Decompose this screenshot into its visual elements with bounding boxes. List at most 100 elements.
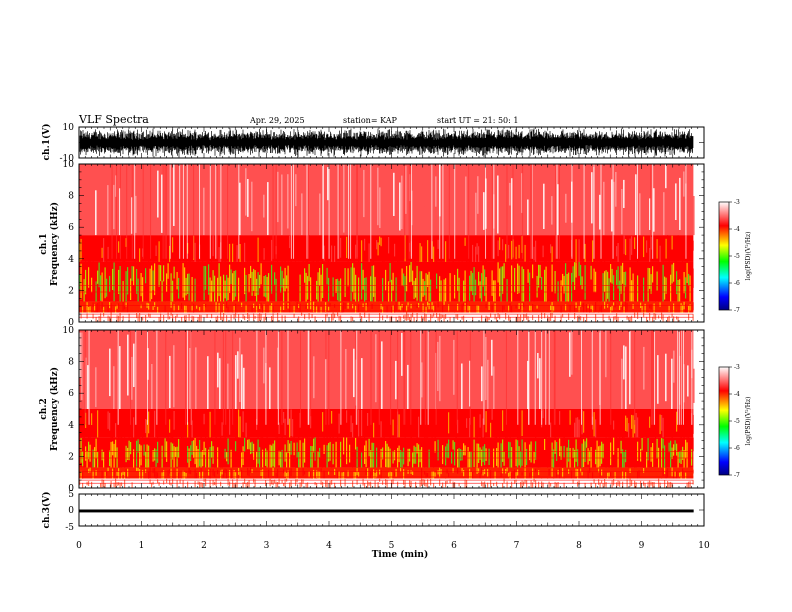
spectrogram-cell (116, 414, 118, 428)
spectrogram-cell (371, 246, 373, 262)
spectrogram-cell (302, 467, 304, 476)
spectrogram-cell (224, 448, 226, 459)
spectrogram-cell (424, 306, 426, 313)
spectrogram-cell (619, 280, 621, 301)
spectrogram-cell (94, 277, 96, 299)
spectrogram-cell (508, 479, 510, 484)
spectrogram-cell (142, 419, 144, 438)
spectrogram-cell (479, 238, 481, 261)
spectrogram-cell (485, 483, 487, 488)
spectrogram-cell (490, 448, 492, 466)
spectrogram-cell (575, 439, 577, 462)
spectrogram-cell (322, 450, 324, 468)
spectrogram-cell (671, 235, 673, 250)
spectrogram-cell (248, 243, 250, 262)
spectrogram-cell (490, 422, 492, 438)
spectrogram-cell (317, 246, 319, 262)
spectrogram-cell (364, 312, 366, 318)
spectrogram-cell (322, 481, 324, 487)
spectrogram-cell (661, 415, 663, 431)
spectrogram-cell (308, 264, 310, 282)
spectrogram-cell (221, 266, 223, 291)
spectrogram-cell (79, 413, 81, 438)
spectrogram-cell (683, 478, 685, 486)
spectrogram-cell (536, 412, 538, 432)
spectrogram-cell (79, 305, 81, 311)
spectrogram-cell (239, 182, 241, 236)
spectrogram-cell (557, 346, 559, 409)
spectrogram-cell (421, 246, 423, 262)
spectrogram-cell (313, 482, 315, 488)
spectrogram-cell (607, 304, 609, 308)
spectrogram-cell (497, 480, 499, 485)
spectrogram-cell (634, 302, 636, 310)
spectrogram-cell (416, 422, 418, 438)
spectrogram-cell (109, 348, 111, 397)
spectrogram-cell (679, 241, 681, 251)
spectrogram-cell (643, 412, 645, 429)
spectrogram-cell (656, 271, 658, 291)
spectrogram-cell (415, 315, 417, 322)
spectrogram-cell (512, 305, 514, 313)
spectrogram-cell (359, 312, 361, 318)
spectrogram-cell (208, 304, 210, 313)
spectrogram-cell (239, 304, 241, 313)
spectrogram-cell (316, 438, 318, 453)
spectrogram-cell (514, 268, 516, 293)
spectrogram-cell (181, 317, 183, 322)
spectrogram-cell (640, 276, 642, 293)
spectrogram-cell (682, 468, 684, 476)
spectrogram-cell (550, 483, 552, 487)
spectrogram-cell (155, 316, 157, 321)
spectrogram-cell (571, 272, 573, 302)
spectrogram-cell (515, 272, 517, 296)
spectrogram-cell (397, 275, 399, 302)
spectrogram-cell (151, 417, 153, 434)
spectrogram-cell (428, 239, 430, 256)
spectrogram-cell (557, 450, 559, 464)
date-label: Apr. 29, 2025 (249, 116, 305, 125)
spectrogram-cell (122, 315, 124, 322)
spectrogram-cell (583, 268, 585, 287)
spectrogram-cell (377, 450, 379, 468)
spectrogram-cell (535, 240, 537, 262)
spectrogram-cell (191, 472, 193, 477)
spectrogram-cell (520, 243, 522, 260)
spectrogram-cell (106, 247, 108, 262)
spectrogram-cell (169, 419, 171, 433)
spectrogram-cell (409, 305, 411, 312)
spectrogram-cell (641, 306, 643, 313)
spectrogram-cell (377, 242, 379, 256)
spectrogram-cell (136, 482, 138, 488)
spectrogram-cell (365, 317, 367, 322)
spectrogram-cell (595, 354, 597, 408)
spectrogram-cell (200, 315, 202, 322)
spectrogram-cell (347, 481, 349, 488)
spectrogram-cell (646, 316, 648, 322)
spectrogram-cell (449, 441, 451, 461)
spectrogram-cell (430, 448, 432, 462)
spectrogram-cell (188, 246, 190, 262)
spectrogram-cell (626, 315, 628, 320)
spectrogram-cell (121, 482, 123, 487)
spectrogram-cell (548, 262, 550, 299)
spectrogram-cell (635, 472, 637, 479)
spectrogram-cell (656, 412, 658, 422)
spectrogram-cell (80, 314, 82, 319)
spectrogram-cell (107, 246, 109, 259)
spectrogram-cell (499, 305, 501, 313)
spectrogram-cell (443, 414, 445, 433)
spectrogram-cell (278, 467, 280, 472)
spectrogram-cell (383, 246, 385, 262)
spectrogram-cell (529, 241, 531, 259)
spectrogram-cell (627, 350, 629, 383)
spectrogram-cell (347, 268, 349, 287)
spectrogram-cell (379, 236, 381, 245)
spectrogram-cell (103, 422, 105, 433)
spectrogram-cell (521, 439, 523, 466)
spectrogram-cell (526, 304, 528, 311)
spectrogram-cell (356, 262, 358, 299)
spectrogram-cell (460, 278, 462, 302)
spectrogram-cell (212, 446, 214, 464)
spectrogram-cell (473, 416, 475, 438)
